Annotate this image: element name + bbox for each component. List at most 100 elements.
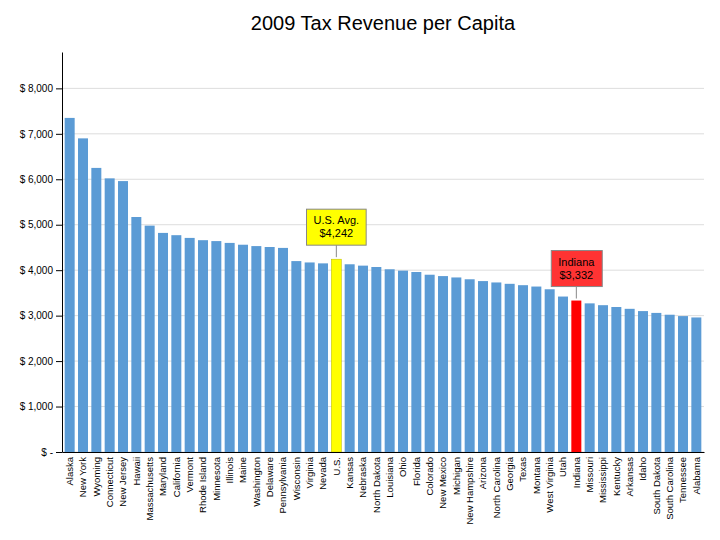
x-tick: Mississippi	[597, 457, 608, 503]
bar	[198, 240, 208, 452]
x-tick: North Dakota	[371, 456, 382, 513]
x-tick: Maryland	[157, 457, 168, 496]
x-tick-label: Massachusetts	[144, 457, 155, 521]
plot: $ -$ 1,000$ 2,000$ 3,000$ 4,000$ 5,000$ …	[20, 53, 705, 525]
bar	[478, 281, 488, 452]
bar	[625, 309, 635, 452]
bar	[225, 243, 235, 452]
x-tick-label: California	[171, 456, 182, 497]
x-tick: Wyoming	[91, 457, 102, 497]
bar	[531, 287, 541, 452]
y-tick-label: $ 5,000	[20, 219, 54, 230]
x-tick: U.S.	[331, 457, 342, 475]
y-tick: $ 7,000	[20, 129, 62, 140]
x-tick-label: Arkansas	[624, 457, 635, 497]
y-tick: $ 6,000	[20, 174, 62, 185]
x-tick: Minnesota	[211, 456, 222, 501]
bar	[278, 248, 288, 452]
x-tick: Arizona	[477, 456, 488, 489]
x-tick: Kansas	[344, 457, 355, 489]
bar	[638, 311, 648, 452]
x-tick: Kentucky	[611, 457, 622, 496]
y-tick-label: $ 7,000	[20, 129, 54, 140]
annotation: Indiana$3,332	[551, 251, 602, 299]
grid	[62, 88, 704, 452]
bar	[145, 226, 155, 452]
x-tick-label: Kentucky	[611, 457, 622, 496]
x-tick-label: Michigan	[451, 457, 462, 495]
x-tick-label: Montana	[531, 456, 542, 494]
x-tick: Vermont	[184, 457, 195, 493]
annotation-connector	[576, 287, 577, 299]
bar	[438, 276, 448, 452]
x-tick-label: Colorado	[424, 457, 435, 496]
x-tick: Nebraska	[357, 456, 368, 497]
y-tick-mark	[56, 452, 62, 453]
bars	[65, 118, 702, 452]
x-tick-label: Indiana	[571, 456, 582, 488]
x-tick: Ohio	[397, 457, 408, 477]
bar	[371, 267, 381, 452]
grid-line	[62, 179, 704, 180]
bar	[331, 259, 341, 452]
bar	[598, 305, 608, 452]
x-tick: Georgia	[504, 456, 515, 491]
x-tick: North Carolina	[491, 456, 502, 518]
x-tick-label: Louisiana	[384, 456, 395, 497]
bar	[131, 217, 141, 452]
x-axis-line	[63, 452, 705, 453]
bar	[425, 275, 435, 452]
bar	[385, 269, 395, 452]
x-tick: West Virginia	[544, 456, 555, 512]
y-tick-mark	[56, 407, 62, 408]
x-tick-label: New Hampshire	[464, 457, 475, 525]
y-tick: $ 5,000	[20, 219, 62, 230]
y-tick-mark	[56, 316, 62, 317]
x-tick: Virginia	[304, 456, 315, 488]
annotation-connector	[336, 245, 337, 257]
y-tick: $ 8,000	[20, 83, 62, 94]
x-tick: New Hampshire	[464, 457, 475, 525]
x-tick: Alabama	[691, 456, 702, 494]
x-tick-label: Idaho	[637, 457, 648, 481]
x-tick-label: Utah	[557, 457, 568, 477]
x-tick: Colorado	[424, 457, 435, 496]
x-tick-label: Florida	[411, 456, 422, 486]
grid-line	[62, 88, 704, 89]
x-tick: Rhode Island	[197, 457, 208, 513]
bar	[505, 284, 515, 452]
x-tick: Texas	[517, 457, 528, 482]
y-tick-label: $ 6,000	[20, 174, 54, 185]
annotation-text: U.S. Avg.$4,242	[314, 214, 360, 239]
bar	[678, 316, 688, 452]
bar	[105, 178, 115, 452]
x-tick-label: New Mexico	[437, 457, 448, 509]
x-tick: Massachusetts	[144, 457, 155, 521]
x-tick-label: North Carolina	[491, 456, 502, 518]
x-tick: Wisconsin	[291, 457, 302, 500]
x-tick-label: Wisconsin	[291, 457, 302, 500]
grid-line	[62, 224, 704, 225]
x-tick-label: Kansas	[344, 457, 355, 489]
x-tick: Missouri	[584, 457, 595, 492]
y-tick-label: $ 4,000	[20, 265, 54, 276]
x-tick-label: Washington	[251, 457, 262, 507]
bar	[91, 168, 101, 452]
x-tick-label: Maine	[237, 457, 248, 483]
x-tick-label: Hawaii	[131, 457, 142, 486]
bar	[251, 246, 261, 452]
x-tick-label: Georgia	[504, 456, 515, 491]
x-tick-label: Maryland	[157, 457, 168, 496]
bar	[491, 282, 501, 452]
bar	[558, 297, 568, 452]
y-tick: $ 3,000	[20, 310, 62, 321]
bar	[691, 317, 701, 452]
x-axis: AlaskaNew YorkWyomingConnecticutNew Jers…	[63, 453, 705, 525]
y-tick: $ 4,000	[20, 265, 62, 276]
y-tick: $ 1,000	[20, 401, 62, 412]
bar	[318, 263, 328, 452]
bar	[411, 272, 421, 452]
x-tick-label: New York	[77, 457, 88, 497]
x-tick-label: Missouri	[584, 457, 595, 492]
x-tick-label: Vermont	[184, 457, 195, 493]
